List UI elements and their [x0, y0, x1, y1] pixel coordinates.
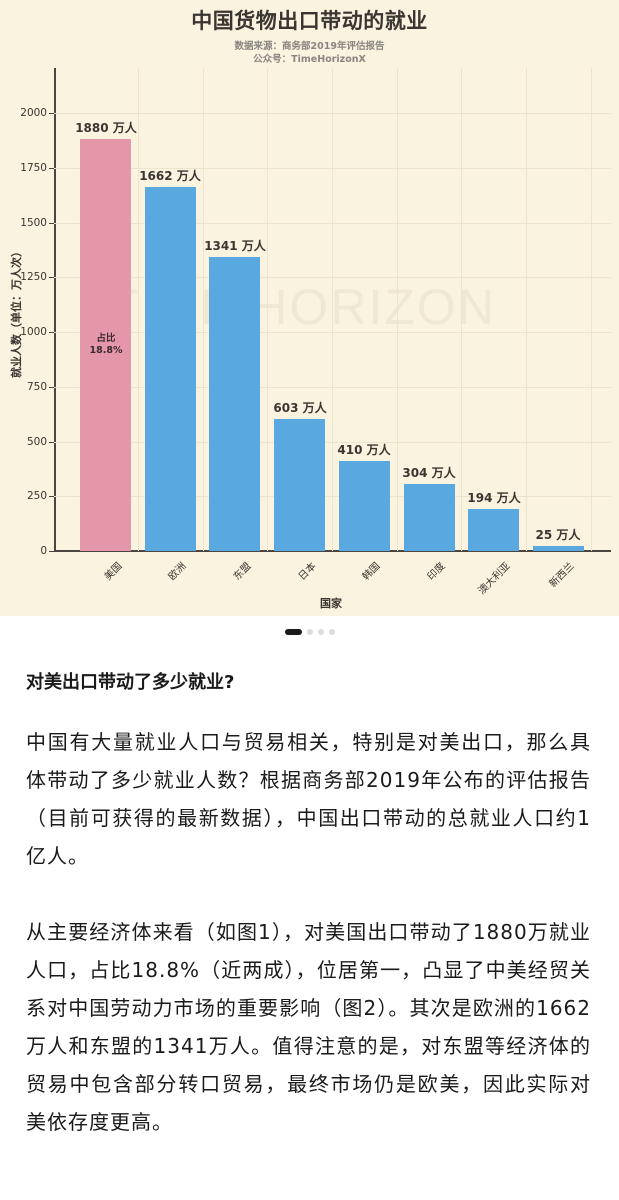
gridline-vertical: [267, 68, 268, 551]
x-tick-label: 欧洲: [166, 560, 189, 583]
carousel-dot-3[interactable]: [317, 629, 324, 635]
x-tick-label: 新西兰: [547, 560, 577, 590]
bar-印度: [404, 484, 455, 551]
gridline-vertical: [138, 68, 139, 551]
carousel-dot-1[interactable]: [284, 629, 302, 635]
x-tick-label: 东盟: [231, 560, 254, 583]
paragraph-intro: 中国有大量就业人口与贸易相关，特别是对美出口，那么具体带动了多少就业人数？根据商…: [26, 730, 591, 868]
y-tick: [49, 387, 54, 388]
y-tick: [49, 277, 54, 278]
gridline-vertical: [526, 68, 527, 551]
bar-澳大利亚: [468, 509, 519, 551]
gridline-vertical: [203, 68, 204, 551]
y-tick-label: 1750: [20, 162, 47, 174]
chart-title: 中国货物出口带动的就业: [191, 9, 428, 33]
y-tick-label: 1250: [20, 271, 47, 283]
y-tick-label: 2000: [20, 107, 47, 119]
y-tick-label: 250: [26, 490, 47, 502]
y-tick: [49, 442, 54, 443]
bar-新西兰: [533, 546, 584, 551]
bar-value-label: 25 万人: [535, 528, 581, 542]
highlighted-text[interactable]: 从主要经济体来看（如图1），对美国出口带动了1880万就业人口，占比18.8%（…: [26, 920, 591, 1138]
gridline-vertical: [591, 68, 592, 551]
chart-source: 数据来源：商务部2019年评估报告: [234, 41, 385, 52]
x-tick-label: 日本: [296, 560, 319, 583]
x-tick-label: 美国: [102, 560, 125, 583]
y-tick-label: 1000: [20, 326, 47, 338]
paragraph-highlighted[interactable]: 从主要经济体来看（如图1），对美国出口带动了1880万就业人口，占比18.8%（…: [26, 913, 591, 1141]
chart-account: 公众号：TimeHorizonX: [253, 54, 366, 65]
bar-value-label: 1880 万人: [75, 121, 137, 135]
chart-image[interactable]: 中国货物出口带动的就业 数据来源：商务部2019年评估报告 公众号：TimeHo…: [0, 0, 619, 616]
carousel-dot-4[interactable]: [328, 629, 335, 635]
y-tick: [49, 332, 54, 333]
y-tick-label: 1500: [20, 217, 47, 229]
y-tick: [49, 168, 54, 169]
bar-value-label: 1341 万人: [204, 239, 266, 253]
bar-东盟: [209, 257, 260, 551]
bar-value-label: 410 万人: [337, 443, 391, 457]
y-tick-label: 0: [40, 545, 47, 557]
y-tick: [49, 223, 54, 224]
bar-value-label: 304 万人: [402, 466, 456, 480]
bar-韩国: [339, 461, 390, 551]
bar-value-label: 603 万人: [273, 401, 327, 415]
carousel-pagination[interactable]: [0, 629, 619, 635]
share-annotation: 占比 18.8%: [89, 333, 123, 356]
x-axis-label: 国家: [320, 597, 342, 610]
x-tick-label: 澳大利亚: [476, 560, 513, 597]
y-axis: [54, 68, 56, 552]
y-axis-label: 就业人数（单位：万人次）: [10, 246, 23, 378]
y-tick-label: 750: [26, 381, 47, 393]
x-tick-label: 印度: [425, 560, 448, 583]
article-body: 对美出口带动了多少就业? 中国有大量就业人口与贸易相关，特别是对美出口，那么具体…: [26, 663, 596, 1138]
section-heading: 对美出口带动了多少就业?: [26, 672, 235, 693]
y-tick-label: 500: [26, 436, 47, 448]
y-tick: [49, 551, 54, 552]
gridline-vertical: [461, 68, 462, 551]
bar-日本: [274, 419, 325, 551]
y-tick: [49, 496, 54, 497]
x-tick-label: 韩国: [360, 560, 383, 583]
bar-欧洲: [145, 187, 196, 551]
bar-value-label: 194 万人: [467, 491, 521, 505]
carousel-dot-2[interactable]: [306, 629, 313, 635]
y-tick: [49, 113, 54, 114]
bar-美国: [80, 139, 131, 551]
bar-value-label: 1662 万人: [139, 169, 201, 183]
gridline-vertical: [332, 68, 333, 551]
x-axis: [54, 550, 611, 552]
gridline-vertical: [397, 68, 398, 551]
